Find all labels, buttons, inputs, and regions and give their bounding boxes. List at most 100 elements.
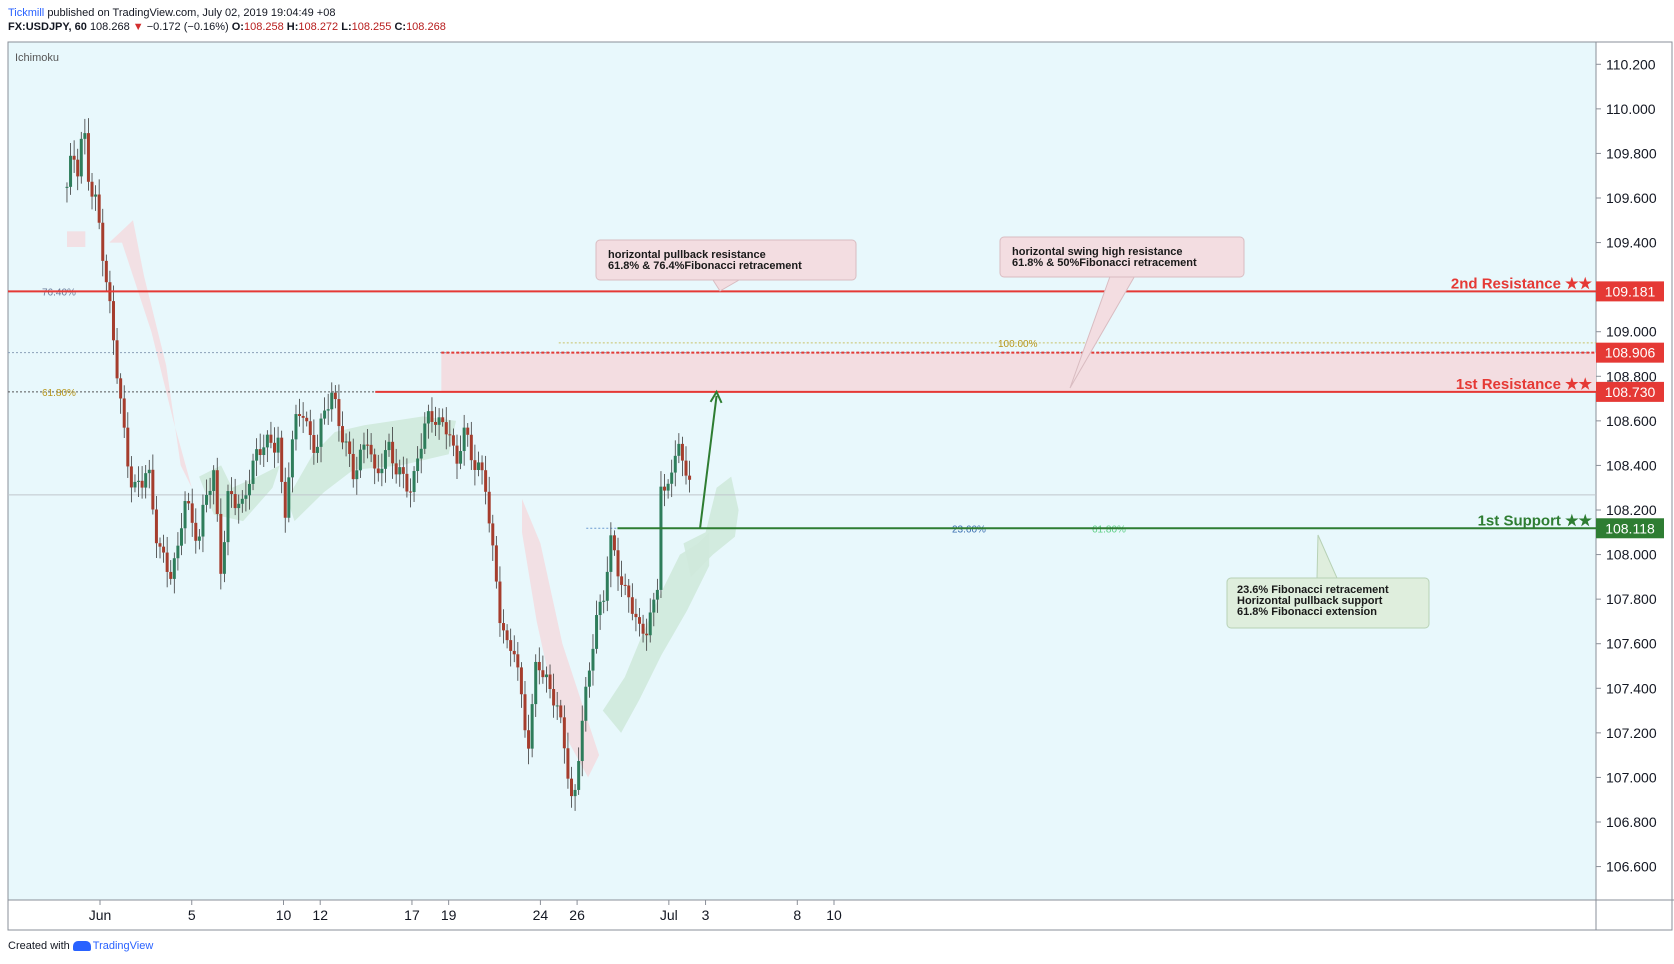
- candle-body: [444, 422, 448, 435]
- candle: [208, 477, 212, 509]
- candle-body: [416, 458, 420, 472]
- candle-body: [269, 434, 273, 443]
- callout-text: horizontal pullback resistance: [608, 249, 766, 261]
- candle: [641, 614, 645, 643]
- candle-body: [351, 453, 355, 480]
- candle: [287, 462, 291, 523]
- published-text: published on TradingView.com, July 02, 2…: [47, 7, 336, 19]
- candle: [308, 409, 312, 450]
- candle-body: [627, 585, 631, 598]
- candle: [548, 664, 552, 699]
- price-axis-area: [1596, 42, 1674, 900]
- candle: [448, 420, 452, 447]
- candle: [140, 466, 144, 499]
- author-link[interactable]: Tickmill: [8, 7, 45, 19]
- candle: [366, 429, 370, 459]
- candle-body: [391, 441, 395, 464]
- candle-body: [677, 443, 681, 456]
- candle-body: [655, 589, 659, 600]
- candle-body: [194, 522, 198, 541]
- candle-body: [90, 181, 94, 197]
- candle-body: [434, 421, 438, 425]
- candle: [405, 458, 409, 498]
- candle-body: [201, 504, 205, 537]
- candle: [283, 467, 287, 533]
- candle: [137, 466, 141, 498]
- y-tick-label: 110.000: [1606, 101, 1656, 117]
- candle-body: [641, 623, 645, 634]
- candle: [294, 404, 298, 451]
- candle: [552, 673, 556, 718]
- candle-body: [72, 155, 76, 160]
- candle: [187, 492, 191, 511]
- projection-arrow-line: [699, 395, 718, 529]
- candle: [212, 465, 216, 505]
- candle-body: [398, 467, 402, 475]
- candle-body: [380, 468, 384, 474]
- ichimoku-cloud: [287, 416, 456, 522]
- candle-body: [79, 138, 83, 177]
- candle-body: [663, 486, 667, 491]
- candle: [72, 140, 76, 173]
- candle-body: [133, 481, 137, 488]
- candle-body: [151, 469, 155, 510]
- candle: [530, 693, 534, 758]
- candle: [315, 434, 319, 463]
- candle-body: [401, 467, 405, 474]
- candle-body: [83, 133, 87, 139]
- candle-body: [487, 491, 491, 524]
- candle: [162, 534, 166, 563]
- candle: [133, 474, 137, 493]
- candle: [537, 647, 541, 685]
- candle-body: [219, 513, 223, 574]
- candle-body: [616, 550, 620, 577]
- candle-body: [516, 654, 520, 668]
- candle: [623, 573, 627, 596]
- y-tick-label: 106.800: [1606, 814, 1657, 830]
- candle: [194, 508, 198, 554]
- symbol-label[interactable]: FX:USDJPY, 60: [8, 21, 87, 33]
- candle: [648, 598, 652, 643]
- callout-text: 61.8% Fibonacci extension: [1237, 606, 1377, 618]
- candle: [577, 747, 581, 795]
- candle: [69, 143, 73, 195]
- candle: [237, 494, 241, 524]
- candle-body: [523, 694, 527, 731]
- candle: [627, 578, 631, 613]
- candle: [183, 491, 187, 544]
- candle: [566, 732, 570, 789]
- candle-body: [595, 615, 599, 649]
- candle: [104, 254, 108, 292]
- price-tag: [1596, 518, 1664, 539]
- candle-body: [115, 340, 119, 379]
- tradingview-link[interactable]: TradingView: [72, 940, 153, 952]
- candle-body: [65, 186, 69, 188]
- candle-body: [552, 689, 556, 706]
- candle: [358, 444, 362, 478]
- y-tick-label: 108.400: [1606, 457, 1657, 473]
- y-tick-label: 109.000: [1606, 324, 1657, 340]
- candle-body: [330, 392, 334, 410]
- candle: [380, 453, 384, 487]
- indicator-label: Ichimoku: [15, 52, 59, 64]
- candle: [498, 566, 502, 637]
- candle-body: [491, 523, 495, 546]
- close-value: 108.268: [406, 21, 446, 33]
- candle: [516, 642, 520, 681]
- high-value: 108.272: [298, 21, 339, 33]
- candle-body: [494, 545, 498, 582]
- candle: [580, 705, 584, 777]
- callout-text: Horizontal pullback support: [1237, 595, 1383, 607]
- candle-body: [183, 501, 187, 529]
- candle-body: [255, 449, 259, 461]
- candle: [383, 440, 387, 483]
- candle-body: [673, 455, 677, 473]
- candle: [587, 662, 591, 698]
- candle-body: [308, 421, 312, 436]
- candle: [251, 453, 255, 491]
- projection-arrow-head: [709, 389, 723, 404]
- candle-body: [137, 480, 141, 482]
